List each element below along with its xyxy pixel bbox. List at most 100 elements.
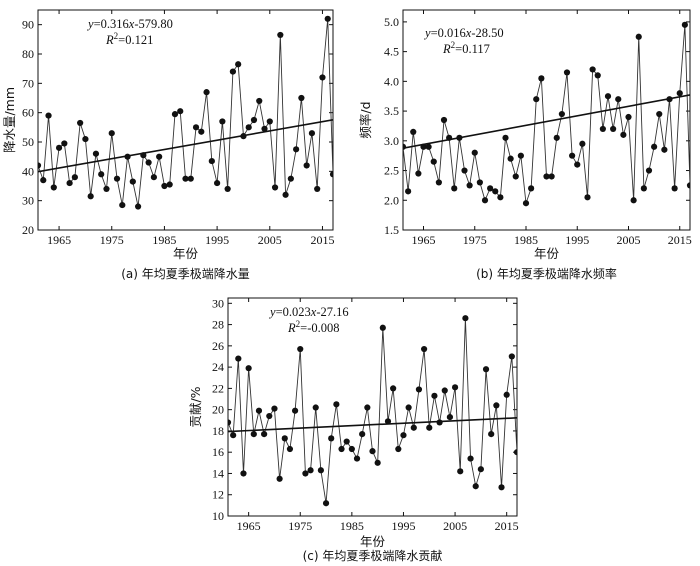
data-point: [113, 175, 121, 182]
data-point: [228, 419, 232, 426]
data-point: [426, 424, 433, 431]
data-point: [329, 171, 333, 178]
data-point: [671, 185, 678, 192]
y-tick-label: 20: [212, 403, 224, 417]
data-point: [219, 118, 226, 125]
data-point: [103, 185, 110, 193]
data-point: [333, 401, 340, 408]
data-point: [425, 143, 432, 150]
y-tick-label: 22: [212, 381, 224, 395]
y-tick-label: 90: [22, 18, 34, 32]
data-point: [245, 365, 252, 372]
data-point: [250, 431, 257, 438]
y-tick-label: 16: [212, 445, 224, 459]
data-point: [456, 134, 463, 141]
data-point: [287, 175, 294, 182]
data-point: [686, 182, 690, 189]
data-point: [441, 387, 448, 394]
y-tick-label: 30: [22, 194, 34, 208]
r-squared: R2=-0.008: [287, 319, 339, 335]
data-point: [477, 466, 484, 473]
panel-c-precipitation-contribution: 10 12 14 16 18 20 22 24 26 28 30 1965 1975 1985 1995 20…: [188, 296, 519, 563]
panel-b-precipitation-frequency: 1.5 2.0 2.5 3.0 3.5 4.0 4.5 5.0 1965 1975 1985 1995…: [358, 9, 692, 281]
data-point: [415, 386, 423, 393]
data-point: [594, 72, 601, 79]
data-point: [235, 61, 242, 68]
data-point: [177, 108, 184, 115]
data-point: [343, 438, 350, 445]
data-point: [497, 194, 504, 201]
x-tick-label: 1995: [205, 233, 229, 247]
data-point: [538, 75, 545, 82]
data-point: [286, 445, 294, 453]
y-axis-label: 降水量/mm: [2, 87, 17, 153]
data-point: [55, 144, 63, 151]
data-point: [451, 185, 458, 192]
data-point: [307, 467, 314, 474]
data-point: [308, 130, 316, 137]
panel-a-precipitation-amount: 20 30 40 50 60 70 80 90 1965 1975 1985 1995 2005 2015…: [2, 9, 334, 281]
data-point: [235, 355, 242, 362]
data-point: [430, 158, 437, 165]
data-point: [502, 134, 509, 141]
data-point: [348, 445, 355, 453]
data-point: [435, 179, 442, 186]
data-point: [150, 174, 157, 181]
data-point: [522, 200, 530, 207]
data-point: [676, 90, 683, 97]
data-point: [171, 111, 179, 118]
x-axis-label: 年份: [360, 534, 386, 549]
y-tick-label: 18: [212, 424, 224, 438]
data-point: [503, 391, 510, 398]
data-point: [466, 182, 473, 189]
x-tick-label: 2015: [310, 233, 334, 247]
data-point: [324, 15, 331, 22]
data-point: [492, 188, 499, 195]
plot-frame: [402, 9, 691, 231]
data-point: [40, 177, 47, 184]
data-point: [266, 412, 273, 420]
data-point: [405, 404, 412, 411]
data-point: [681, 21, 688, 28]
data-point: [302, 470, 309, 477]
data-point: [446, 134, 453, 141]
data-point: [410, 128, 417, 135]
x-axis-label: 年份: [173, 246, 199, 261]
data-point: [471, 149, 478, 156]
y-tick-label: 80: [22, 47, 34, 61]
y-tick-label: 4.5: [384, 45, 399, 59]
data-point: [255, 407, 263, 414]
data-point: [390, 385, 397, 392]
data-point: [440, 116, 448, 124]
regression-equation: y=0.016x-28.50: [423, 26, 504, 40]
data-point: [548, 173, 555, 180]
y-tick-label: 20: [22, 223, 34, 237]
data-point: [374, 459, 381, 466]
data-point: [462, 315, 469, 322]
data-point: [291, 407, 299, 414]
x-tick-label: 1985: [340, 519, 364, 533]
data-point: [610, 125, 617, 133]
data-point: [517, 152, 524, 159]
data-point: [271, 405, 278, 412]
x-tick-label: 1965: [237, 519, 261, 533]
data-point: [322, 500, 330, 507]
r-squared: R2=0.117: [442, 40, 490, 56]
plot-frame: [227, 297, 518, 517]
data-point: [421, 345, 428, 353]
data-point: [245, 124, 252, 131]
y-tick-label: 10: [212, 509, 224, 523]
data-point: [457, 468, 464, 475]
data-point: [579, 140, 586, 147]
data-point: [230, 432, 237, 439]
data-point: [108, 130, 115, 137]
data-point: [431, 392, 438, 399]
data-point: [656, 110, 663, 118]
x-tick-label: 1975: [100, 233, 124, 247]
data-point: [45, 112, 52, 119]
data-point: [436, 419, 443, 426]
data-point: [661, 146, 668, 153]
data-point: [38, 162, 42, 169]
data-point: [250, 116, 258, 124]
data-point: [87, 193, 94, 200]
